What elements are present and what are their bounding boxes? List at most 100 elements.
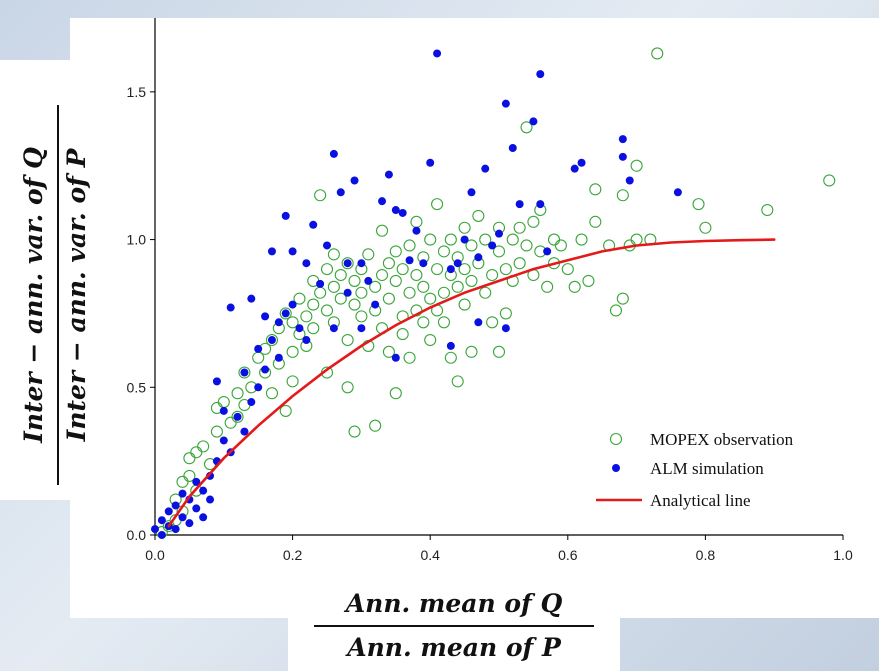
alm-point — [329, 149, 338, 158]
alm-point — [481, 164, 490, 173]
mopex-point — [382, 345, 395, 358]
mopex-point — [403, 239, 416, 252]
alm-point — [178, 489, 187, 498]
alm-point — [185, 519, 194, 528]
alm-point — [309, 220, 318, 229]
mopex-point — [389, 245, 402, 258]
mopex-point — [238, 366, 251, 379]
mopex-point — [382, 257, 395, 270]
mopex-point — [513, 221, 526, 234]
mopex-point — [417, 280, 430, 293]
mopex-point — [286, 345, 299, 358]
alm-point — [206, 495, 215, 504]
mopex-point — [197, 440, 210, 453]
y-tick-label: 1.0 — [127, 232, 147, 248]
alm-point — [384, 170, 393, 179]
alm-point — [625, 176, 634, 185]
mopex-point — [355, 286, 368, 299]
alm-point — [281, 211, 290, 220]
mopex-point — [210, 425, 223, 438]
mopex-point — [589, 183, 602, 196]
y-axis-title: Inter − ann. var. of Q Inter − ann. var.… — [19, 105, 91, 485]
alm-point — [288, 300, 297, 309]
mopex-point — [630, 159, 643, 172]
mopex-point — [424, 233, 437, 246]
alm-point — [570, 164, 579, 173]
mopex-point — [410, 215, 423, 228]
analytical-line — [167, 238, 776, 528]
y-axis-title-panel — [0, 60, 104, 500]
x-axis-title-numerator: Ann. mean of Q — [344, 589, 563, 618]
mopex-point — [389, 387, 402, 400]
alm-point — [350, 176, 359, 185]
alm-point — [316, 279, 325, 288]
alm-point — [157, 531, 166, 539]
mopex-point — [279, 404, 292, 417]
mopex-point — [492, 345, 506, 358]
alm-point — [378, 197, 387, 206]
mopex-point — [334, 292, 347, 305]
alm-point — [467, 188, 476, 197]
mopex-point — [437, 286, 451, 299]
mopex-point — [217, 396, 230, 409]
mopex-point — [575, 233, 588, 246]
mopex-point — [486, 268, 499, 282]
alm-point — [267, 247, 276, 256]
alm-point — [618, 152, 627, 161]
mopex-point — [190, 446, 203, 459]
y-axis-title-denominator: Inter − ann. var. of P — [62, 147, 91, 442]
legend-mopex-label: MOPEX observation — [650, 430, 794, 449]
alm-point — [488, 241, 497, 250]
x-axis-title: Ann. mean of Q Ann. mean of P — [314, 589, 594, 662]
mopex-point — [307, 298, 320, 311]
alm-point — [192, 477, 201, 486]
alm-point — [219, 436, 228, 445]
alm-point — [357, 259, 366, 268]
alm-point — [281, 309, 290, 318]
mopex-point — [327, 280, 340, 293]
mopex-point — [458, 298, 471, 311]
mopex-point — [341, 257, 354, 270]
alm-point — [543, 247, 552, 256]
mopex-point — [520, 121, 533, 134]
mopex-point — [362, 248, 375, 261]
x-tick-label: 0.2 — [283, 547, 303, 563]
mopex-point — [465, 345, 478, 358]
mopex-point — [355, 310, 368, 323]
alm-point — [419, 259, 428, 268]
mopex-point — [568, 280, 581, 293]
alm-point — [226, 303, 235, 312]
alm-point — [240, 427, 249, 436]
alm-point — [151, 525, 159, 534]
alm-point — [474, 253, 483, 262]
series-mopex-observation — [155, 47, 836, 539]
alm-point — [164, 507, 173, 516]
alm-point — [412, 226, 421, 235]
alm-point — [171, 501, 180, 510]
mopex-point — [630, 233, 643, 246]
alm-point — [261, 312, 270, 321]
mopex-point — [369, 280, 382, 293]
x-tick-label: 0.0 — [145, 547, 165, 563]
mopex-point — [499, 263, 512, 276]
mopex-point — [424, 292, 437, 305]
mopex-point — [348, 298, 361, 311]
alm-point — [157, 516, 166, 525]
mopex-point — [348, 274, 361, 287]
mopex-point — [320, 263, 334, 276]
mopex-point — [286, 316, 299, 329]
mopex-point — [431, 263, 444, 276]
mopex-point — [589, 215, 602, 228]
mopex-point — [327, 248, 340, 261]
x-ticks: 0.0 0.2 0.4 0.6 0.8 1.0 — [145, 535, 853, 563]
mopex-point — [499, 307, 512, 320]
mopex-point — [320, 304, 334, 317]
mopex-point — [541, 280, 554, 293]
alm-point — [261, 365, 270, 374]
alm-point — [433, 49, 442, 58]
alm-point — [267, 336, 276, 345]
legend-mopex-marker — [609, 432, 623, 446]
mopex-point — [699, 221, 712, 234]
alm-point — [274, 353, 283, 362]
alm-point — [529, 117, 538, 126]
